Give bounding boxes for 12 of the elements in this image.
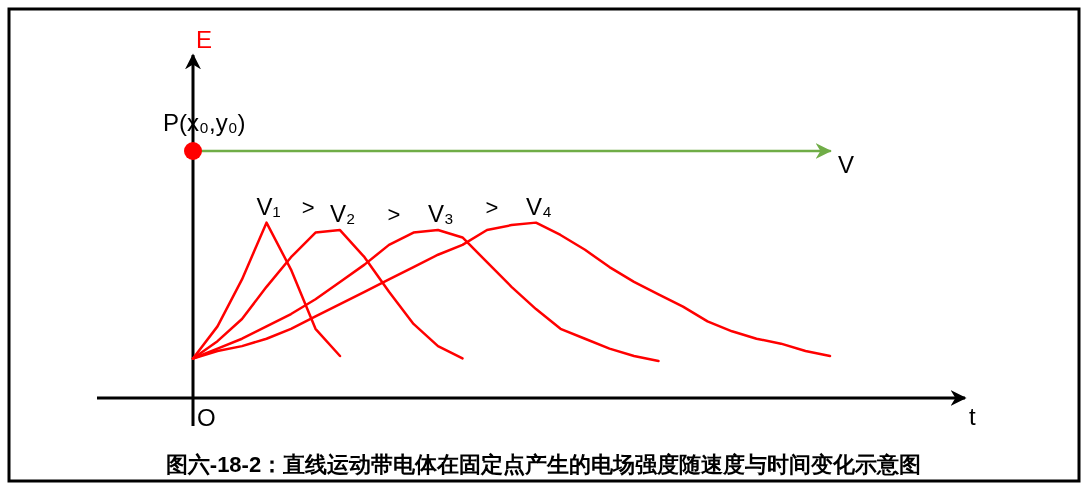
y-axis-title: E	[196, 26, 213, 53]
series-label: V₄	[526, 192, 552, 220]
annotation: >	[301, 194, 315, 220]
text: 图六-18-2：直线运动带电体在固定点产生的电场强度随速度与时间变化示意图	[165, 452, 922, 477]
series-label: V₃	[428, 200, 454, 228]
series-label: V₁	[256, 192, 281, 220]
series-label: V₂	[330, 200, 356, 228]
text: O	[197, 404, 216, 431]
series-label: V	[838, 151, 855, 178]
annotation: >	[387, 202, 401, 228]
text: t	[969, 403, 976, 430]
annotation: >	[485, 194, 499, 220]
